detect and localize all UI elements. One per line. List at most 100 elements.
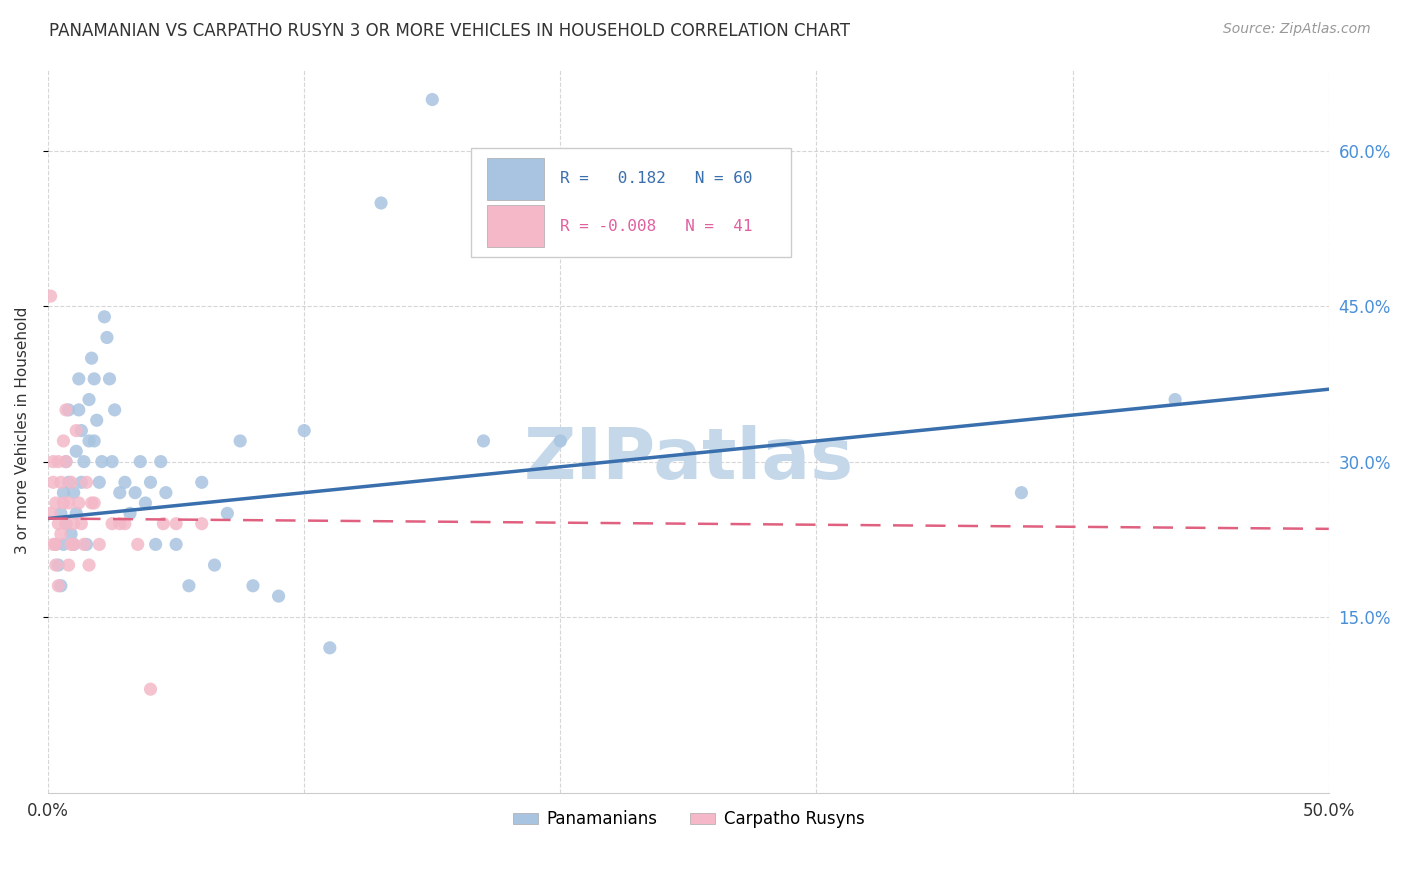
Point <box>58 496 80 510</box>
Point <box>60 475 83 490</box>
Legend: Panamanians, Carpatho Rusyns: Panamanians, Carpatho Rusyns <box>506 804 870 835</box>
Point <box>80 351 103 366</box>
Point <box>242 579 264 593</box>
Point <box>83 372 105 386</box>
Point <box>370 196 392 211</box>
Point <box>70 424 93 438</box>
Point <box>217 506 239 520</box>
Point <box>49 506 72 520</box>
Point <box>129 455 152 469</box>
Point <box>101 455 124 469</box>
FancyBboxPatch shape <box>488 204 544 247</box>
Point <box>55 516 77 531</box>
Point <box>60 537 83 551</box>
Point <box>55 403 77 417</box>
Point <box>58 475 80 490</box>
Point <box>62 485 84 500</box>
Point <box>1010 485 1032 500</box>
Point <box>65 424 87 438</box>
Point <box>39 506 62 520</box>
Point <box>472 434 495 448</box>
Point <box>42 455 65 469</box>
Point <box>118 506 141 520</box>
Point <box>155 485 177 500</box>
Point <box>45 558 67 572</box>
Point <box>177 579 200 593</box>
Point <box>267 589 290 603</box>
Point <box>76 475 98 490</box>
Point <box>80 496 103 510</box>
Point <box>42 475 65 490</box>
Point <box>62 537 84 551</box>
Point <box>52 434 75 448</box>
Point <box>292 424 315 438</box>
Point <box>145 537 167 551</box>
Point <box>90 455 112 469</box>
Point <box>76 537 98 551</box>
Point <box>134 496 156 510</box>
Point <box>39 289 62 303</box>
Text: R = -0.008   N =  41: R = -0.008 N = 41 <box>561 219 752 234</box>
Point <box>124 485 146 500</box>
Point <box>101 516 124 531</box>
Point <box>114 475 136 490</box>
Point <box>1164 392 1187 407</box>
Point <box>77 392 100 407</box>
Point <box>55 516 77 531</box>
Point <box>165 537 187 551</box>
Point <box>77 434 100 448</box>
Point <box>52 485 75 500</box>
Point <box>86 413 108 427</box>
Point <box>52 496 75 510</box>
Text: R =   0.182   N = 60: R = 0.182 N = 60 <box>561 171 752 186</box>
Point <box>65 444 87 458</box>
Point <box>89 537 111 551</box>
Point <box>62 516 84 531</box>
Point <box>96 330 118 344</box>
Point <box>73 537 96 551</box>
Point <box>62 537 84 551</box>
Point <box>190 475 212 490</box>
Point <box>55 455 77 469</box>
Point <box>60 527 83 541</box>
Point <box>58 558 80 572</box>
Point <box>52 537 75 551</box>
Point <box>45 537 67 551</box>
Y-axis label: 3 or more Vehicles in Household: 3 or more Vehicles in Household <box>15 307 30 554</box>
Point <box>42 537 65 551</box>
Point <box>89 475 111 490</box>
FancyBboxPatch shape <box>488 158 544 201</box>
Point <box>139 475 162 490</box>
Point <box>46 455 69 469</box>
Text: ZIPatlas: ZIPatlas <box>523 425 853 494</box>
Point <box>70 475 93 490</box>
Point <box>83 434 105 448</box>
Point <box>98 372 121 386</box>
Point <box>65 506 87 520</box>
Point <box>67 403 90 417</box>
Point <box>108 485 131 500</box>
Point <box>229 434 252 448</box>
Point <box>108 516 131 531</box>
Point <box>46 579 69 593</box>
Point <box>420 93 443 107</box>
Point <box>55 455 77 469</box>
Point <box>73 455 96 469</box>
Point <box>83 496 105 510</box>
Point <box>550 434 572 448</box>
Point <box>46 558 69 572</box>
Point <box>319 640 342 655</box>
Point <box>114 516 136 531</box>
Point <box>58 403 80 417</box>
Point <box>93 310 115 324</box>
Point <box>45 496 67 510</box>
Point <box>46 516 69 531</box>
Point <box>49 579 72 593</box>
Point <box>165 516 187 531</box>
Point <box>139 682 162 697</box>
Point <box>149 455 172 469</box>
Point <box>104 403 127 417</box>
Text: Source: ZipAtlas.com: Source: ZipAtlas.com <box>1223 22 1371 37</box>
Point <box>67 372 90 386</box>
Point <box>77 558 100 572</box>
